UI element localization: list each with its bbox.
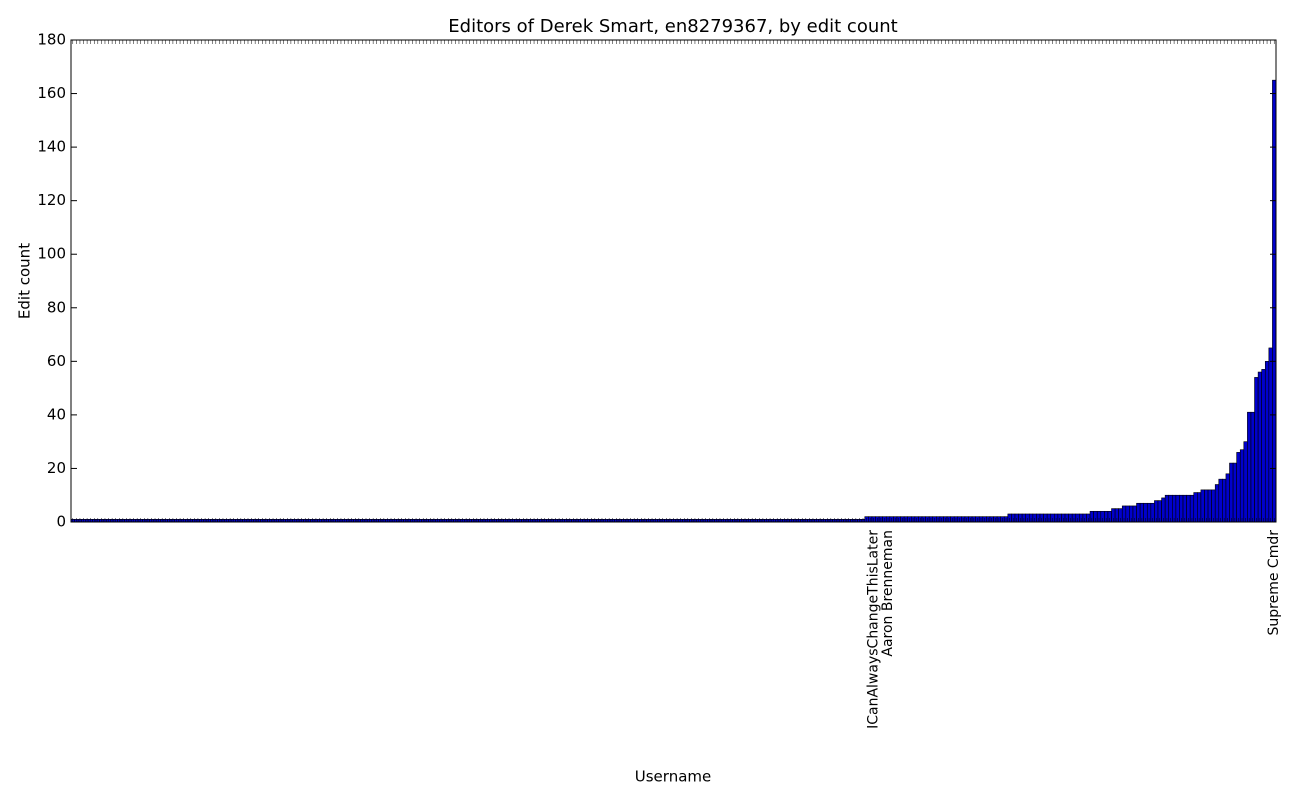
y-tick-label: 180 [37, 31, 66, 49]
bar [1243, 441, 1248, 523]
y-tick-label: 100 [37, 245, 66, 263]
bar [1250, 411, 1255, 523]
y-tick-label: 60 [47, 352, 66, 370]
bar [1268, 347, 1273, 523]
bar [1229, 462, 1234, 523]
x-axis-label: Username [635, 768, 711, 786]
bar [1182, 494, 1187, 523]
bar [1222, 478, 1227, 523]
bar [1247, 411, 1252, 523]
bar [1172, 494, 1177, 523]
bar [1236, 452, 1241, 523]
y-axis-label: Edit count [16, 243, 34, 319]
axes [70, 39, 1277, 523]
plot-frame [70, 39, 1277, 523]
bar [1168, 494, 1173, 523]
bar [1211, 489, 1216, 523]
y-tick-label: 0 [56, 513, 66, 531]
bar [1200, 489, 1205, 523]
bar [1179, 494, 1184, 523]
bar [1264, 361, 1270, 523]
bar [1186, 494, 1191, 523]
y-tick-label: 120 [37, 191, 66, 209]
y-tick-label: 140 [37, 138, 66, 156]
bar [1175, 494, 1180, 523]
bar [1261, 369, 1266, 523]
bar [1218, 478, 1223, 523]
x-tick-label: Aaron Brenneman [880, 530, 896, 657]
bar [1193, 492, 1198, 523]
bar [1214, 484, 1220, 523]
bar [1197, 492, 1202, 523]
bar [1272, 79, 1277, 523]
bar [1207, 489, 1212, 523]
bar [1204, 489, 1209, 523]
chart-title: Editors of Derek Smart, en8279367, by ed… [448, 16, 897, 37]
bar [1232, 462, 1237, 523]
bar [1225, 473, 1230, 523]
bar [1257, 371, 1262, 523]
bar [1254, 377, 1259, 523]
y-tick-label: 80 [47, 298, 66, 316]
y-tick-label: 20 [47, 459, 66, 477]
bar [1189, 494, 1195, 523]
y-tick-label: 40 [47, 405, 66, 423]
bar [1164, 494, 1170, 523]
x-tick-label: Supreme Cmdr [1266, 530, 1282, 636]
bars [70, 79, 1277, 523]
x-tick-label: ICanAlwaysChangeThisLater [866, 530, 882, 729]
y-tick-label: 160 [37, 84, 66, 102]
bar [1239, 449, 1245, 523]
